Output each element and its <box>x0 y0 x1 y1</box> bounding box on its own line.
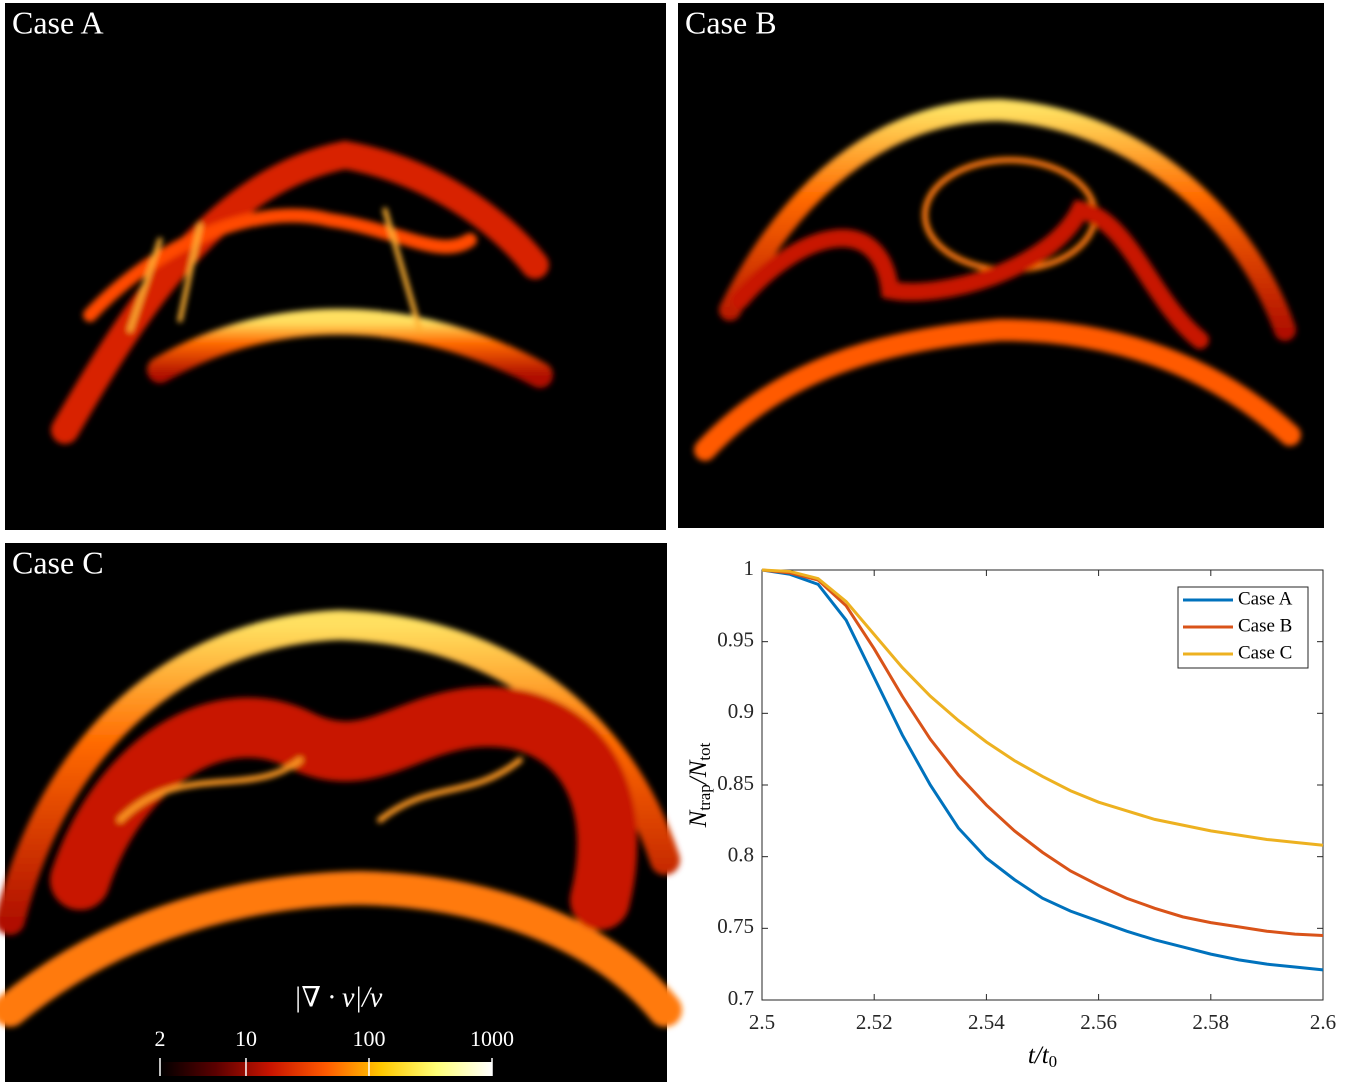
legend-label: Case A <box>1238 588 1293 609</box>
y-tick-label: 0.75 <box>717 914 754 938</box>
y-axis-label-part: N <box>685 809 712 828</box>
y-tick-label: 0.8 <box>728 842 754 866</box>
colorbar-tick-label: 100 <box>352 1026 385 1051</box>
y-axis-label-part: tot <box>695 742 714 760</box>
line-series <box>761 568 1324 972</box>
x-tick-label: 2.58 <box>1192 1010 1229 1034</box>
panel-label: Case A <box>12 4 104 40</box>
colorbar-tick-label: 2 <box>155 1026 166 1051</box>
y-axis-label: Ntrap/Ntot <box>685 742 714 828</box>
panel-c: Case C <box>0 543 682 1082</box>
legend-label: Case C <box>1238 642 1292 663</box>
panel-label: Case C <box>12 544 104 580</box>
colorbar-tick-label: 1000 <box>470 1026 514 1051</box>
x-tick-label: 2.6 <box>1310 1010 1336 1034</box>
panel-a: Case A <box>5 3 666 530</box>
x-tick-label: 2.54 <box>968 1010 1005 1034</box>
colorbar <box>160 1062 492 1076</box>
y-tick-label: 0.95 <box>717 627 754 651</box>
y-axis-label-part: trap <box>695 784 714 810</box>
y-axis-label-part: /N <box>685 759 712 786</box>
colorbar-title: |∇ · v|/v <box>294 982 383 1013</box>
x-axis-label-part: 0 <box>1049 1052 1058 1071</box>
colorbar-tick-label: 10 <box>235 1026 257 1051</box>
x-tick-label: 2.5 <box>749 1010 775 1034</box>
x-tick-label: 2.52 <box>856 1010 893 1034</box>
x-axis-label: t/t0 <box>1028 1042 1057 1071</box>
legend-label: Case B <box>1238 615 1292 636</box>
line-series <box>761 568 1324 847</box>
x-tick-label: 2.56 <box>1080 1010 1117 1034</box>
y-tick-label: 0.85 <box>717 771 754 795</box>
y-tick-label: 0.7 <box>728 986 754 1010</box>
x-axis-label-part: t/t <box>1028 1042 1050 1069</box>
panel-b: Case B <box>678 3 1324 528</box>
y-tick-label: 0.9 <box>728 699 754 723</box>
line-series <box>761 568 1324 937</box>
y-tick-label: 1 <box>744 556 755 580</box>
panel-label: Case B <box>685 4 777 40</box>
